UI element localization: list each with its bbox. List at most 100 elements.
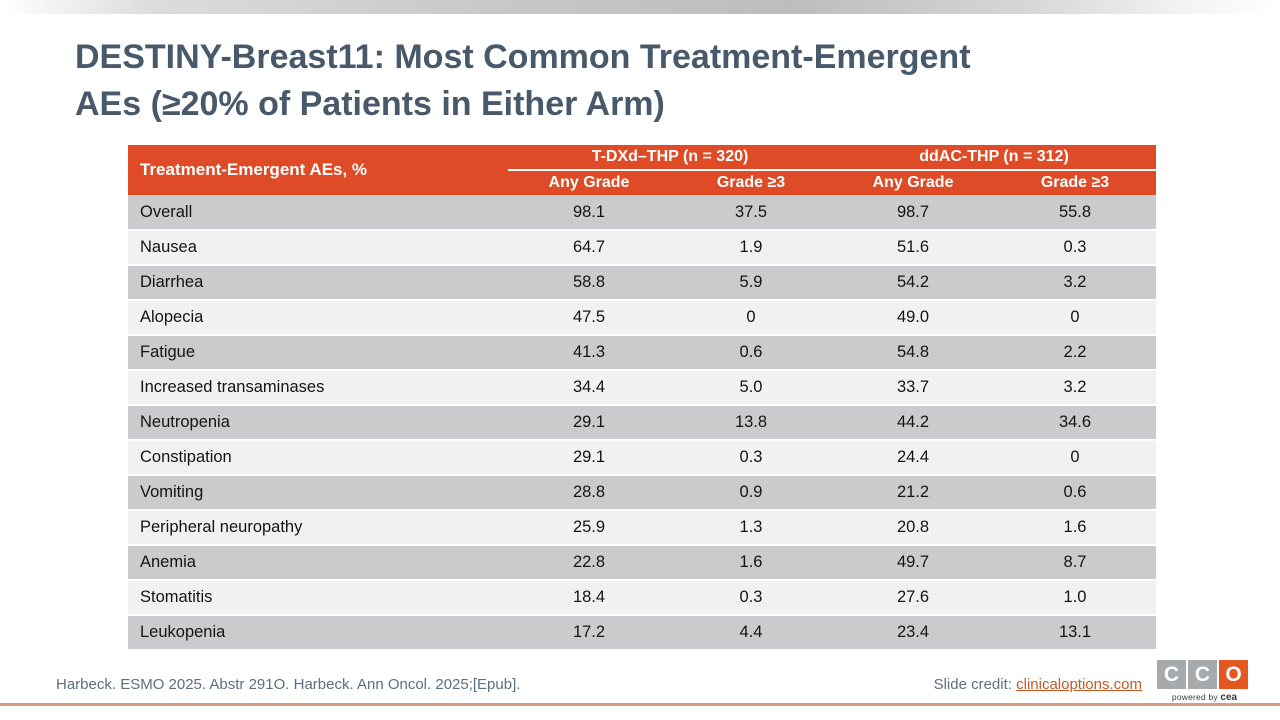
table-row: Nausea 64.7 1.9 51.6 0.3: [128, 230, 1157, 266]
ae-value-cell: 1.6: [994, 510, 1157, 546]
ae-value-cell: 0: [994, 300, 1157, 336]
ae-value-cell: 3.2: [994, 370, 1157, 406]
slide-title-line1: DESTINY-Breast11: Most Common Treatment-…: [75, 38, 971, 76]
ae-value-cell: 34.6: [994, 405, 1157, 441]
powered-by-brand: cea: [1220, 692, 1238, 703]
top-gradient-strip: [0, 0, 1280, 14]
ae-row-label: Anemia: [128, 545, 508, 581]
ae-value-cell: 33.7: [832, 370, 995, 406]
ae-value-cell: 0.3: [670, 440, 833, 476]
table-group-header-row: Treatment-Emergent AEs, % T-DXd–THP (n =…: [128, 145, 1157, 195]
ae-row-label: Increased transaminases: [128, 370, 508, 406]
powered-by-text: powered by cea: [1157, 692, 1252, 703]
ae-value-cell: 24.4: [832, 440, 995, 476]
slide-title-line2: AEs (≥20% of Patients in Either Arm): [75, 85, 665, 123]
ae-value-cell: 51.6: [832, 230, 995, 266]
ae-value-cell: 2.2: [994, 335, 1157, 371]
ae-value-cell: 13.8: [670, 405, 833, 441]
powered-by-prefix: powered by: [1171, 692, 1221, 702]
ae-row-label: Fatigue: [128, 335, 508, 371]
ae-value-cell: 8.7: [994, 545, 1157, 581]
ae-value-cell: 54.8: [832, 335, 995, 371]
cco-logo-letter: C: [1157, 660, 1186, 689]
ae-row-label: Diarrhea: [128, 265, 508, 301]
ae-row-label: Constipation: [128, 440, 508, 476]
ae-value-cell: 1.0: [994, 580, 1157, 616]
ae-value-cell: 41.3: [508, 335, 670, 371]
ae-value-cell: 0.9: [670, 475, 833, 511]
table-row: Increased transaminases 34.4 5.0 33.7 3.2: [128, 370, 1157, 406]
table-row: Diarrhea 58.8 5.9 54.2 3.2: [128, 265, 1157, 301]
ae-value-cell: 27.6: [832, 580, 995, 616]
ae-value-cell: 18.4: [508, 580, 670, 616]
ae-value-cell: 49.7: [832, 545, 995, 581]
table-row: Alopecia 47.5 0 49.0 0: [128, 300, 1157, 336]
ae-value-cell: 34.4: [508, 370, 670, 406]
subheader-tdxd-grade3: Grade ≥3: [670, 170, 833, 195]
ae-value-cell: 44.2: [832, 405, 995, 441]
ae-value-cell: 0.6: [994, 475, 1157, 511]
reference-citation: Harbeck. ESMO 2025. Abstr 291O. Harbeck.…: [56, 676, 521, 693]
table-row: Overall 98.1 37.5 98.7 55.8: [128, 195, 1157, 231]
ae-value-cell: 20.8: [832, 510, 995, 546]
ae-value-cell: 47.5: [508, 300, 670, 336]
slide-credit-label: Slide credit:: [933, 676, 1017, 693]
table-row: Leukopenia 17.2 4.4 23.4 13.1: [128, 615, 1157, 651]
ae-value-cell: 22.8: [508, 545, 670, 581]
ae-row-label: Vomiting: [128, 475, 508, 511]
ae-value-cell: 54.2: [832, 265, 995, 301]
cco-logo-letter: O: [1219, 660, 1248, 689]
table-row: Neutropenia 29.1 13.8 44.2 34.6: [128, 405, 1157, 441]
table-row: Anemia 22.8 1.6 49.7 8.7: [128, 545, 1157, 581]
ae-value-cell: 5.0: [670, 370, 833, 406]
ae-row-label: Leukopenia: [128, 615, 508, 651]
ae-value-cell: 0.6: [670, 335, 833, 371]
ae-value-cell: 29.1: [508, 440, 670, 476]
ae-value-cell: 37.5: [670, 195, 833, 231]
subheader-tdxd-any-grade: Any Grade: [508, 170, 670, 195]
ae-row-label: Nausea: [128, 230, 508, 266]
clinicaloptions-link[interactable]: clinicaloptions.com: [1016, 676, 1142, 693]
table-row: Stomatitis 18.4 0.3 27.6 1.0: [128, 580, 1157, 616]
ae-value-cell: 98.7: [832, 195, 995, 231]
ae-value-cell: 98.1: [508, 195, 670, 231]
subheader-ddac-grade3: Grade ≥3: [994, 170, 1157, 195]
ae-value-cell: 55.8: [994, 195, 1157, 231]
ae-value-cell: 0: [670, 300, 833, 336]
slide-credit: Slide credit: clinicaloptions.com: [934, 676, 1142, 693]
ae-value-cell: 1.9: [670, 230, 833, 266]
ae-value-cell: 5.9: [670, 265, 833, 301]
ae-table-container: Treatment-Emergent AEs, % T-DXd–THP (n =…: [128, 145, 1157, 651]
subheader-ddac-any-grade: Any Grade: [832, 170, 995, 195]
table-subheader-row: Any Grade Grade ≥3 Any Grade Grade ≥3: [128, 170, 1157, 195]
ae-value-cell: 25.9: [508, 510, 670, 546]
corner-header: Treatment-Emergent AEs, %: [128, 145, 508, 195]
ae-value-cell: 13.1: [994, 615, 1157, 651]
bottom-accent-line: [0, 703, 1280, 706]
cco-logo-letter: C: [1188, 660, 1217, 689]
ae-value-cell: 17.2: [508, 615, 670, 651]
ae-row-label: Neutropenia: [128, 405, 508, 441]
ae-row-label: Stomatitis: [128, 580, 508, 616]
ae-row-label: Peripheral neuropathy: [128, 510, 508, 546]
ae-value-cell: 0: [994, 440, 1157, 476]
column-group-ddac: ddAC-THP (n = 312): [832, 145, 1157, 171]
ae-row-label: Overall: [128, 195, 508, 231]
ae-value-cell: 58.8: [508, 265, 670, 301]
ae-value-cell: 49.0: [832, 300, 995, 336]
ae-value-cell: 1.3: [670, 510, 833, 546]
ae-value-cell: 0.3: [670, 580, 833, 616]
ae-table-body: Overall 98.1 37.5 98.7 55.8 Nausea 64.7 1.9 51.6…: [128, 195, 1157, 651]
ae-value-cell: 1.6: [670, 545, 833, 581]
ae-value-cell: 23.4: [832, 615, 995, 651]
ae-value-cell: 4.4: [670, 615, 833, 651]
table-row: Peripheral neuropathy 25.9 1.3 20.8 1.6: [128, 510, 1157, 546]
ae-table: Treatment-Emergent AEs, % T-DXd–THP (n =…: [128, 145, 1157, 651]
ae-value-cell: 28.8: [508, 475, 670, 511]
slide-title: DESTINY-Breast11: Most Common Treatment-…: [75, 34, 1215, 128]
table-row: Fatigue 41.3 0.6 54.8 2.2: [128, 335, 1157, 371]
ae-value-cell: 0.3: [994, 230, 1157, 266]
ae-value-cell: 21.2: [832, 475, 995, 511]
table-row: Vomiting 28.8 0.9 21.2 0.6: [128, 475, 1157, 511]
